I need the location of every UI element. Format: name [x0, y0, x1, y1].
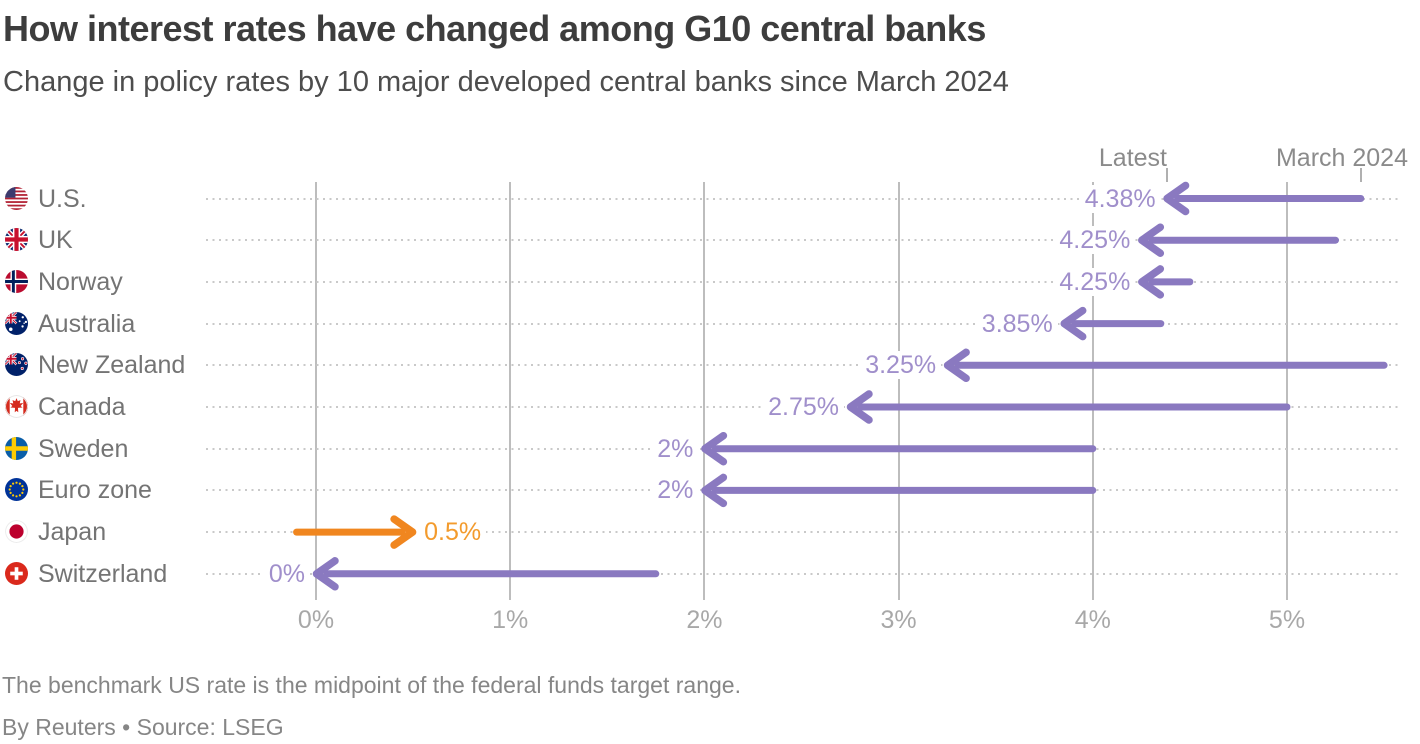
x-axis-tick-label: 5% — [1268, 606, 1306, 634]
latest-rate-label: 2% — [478, 434, 699, 463]
country-label-nz: New Zealand — [38, 351, 186, 380]
latest-rate-label: 4.25% — [915, 267, 1136, 296]
legend-latest-label: Latest — [1098, 144, 1167, 172]
gridline-2% — [703, 182, 706, 600]
row-leader-dots — [206, 531, 1398, 534]
country-label-us: U.S. — [38, 184, 87, 213]
row-leader-dots — [206, 489, 1398, 492]
country-label-no: Norway — [38, 267, 123, 296]
x-axis-tick-label: 4% — [1074, 606, 1111, 634]
gridline-4% — [1091, 182, 1094, 600]
chart-subtitle: Change in policy rates by 10 major devel… — [3, 66, 1009, 98]
gridline-0% — [315, 182, 317, 600]
jp-flag-icon — [5, 520, 28, 544]
au-flag-icon — [5, 311, 28, 335]
uk-flag-icon — [5, 228, 28, 252]
row-leader-dots — [206, 322, 1398, 325]
x-axis-tick-label: 0% — [297, 606, 335, 634]
gridline-5% — [1286, 182, 1288, 600]
country-label-eu: Euro zone — [38, 476, 152, 505]
row-leader-dots — [206, 447, 1398, 450]
country-label-au: Australia — [38, 309, 136, 338]
latest-rate-label: 0.5% — [419, 518, 639, 547]
legend-tick — [1165, 168, 1168, 182]
ch-flag-icon — [5, 561, 28, 585]
ca-flag-icon — [5, 395, 28, 418]
gridline-3% — [897, 182, 900, 600]
latest-rate-label: 2.75% — [624, 393, 844, 421]
row-leader-dots — [206, 239, 1398, 242]
latest-rate-label: 2% — [478, 476, 699, 505]
us-flag-icon — [5, 186, 28, 210]
nz-flag-icon — [5, 353, 28, 377]
gridline-1% — [509, 182, 512, 600]
latest-rate-label: 3.25% — [721, 351, 942, 380]
country-label-jp: Japan — [38, 518, 107, 547]
row-leader-dots — [206, 572, 1398, 575]
row-leader-dots — [206, 280, 1398, 283]
chart-footnote: The benchmark US rate is the midpoint of… — [2, 672, 741, 698]
se-flag-icon — [5, 436, 28, 460]
chart-byline: By Reuters • Source: LSEG — [2, 714, 284, 740]
x-axis-tick-label: 3% — [880, 606, 917, 634]
row-leader-dots — [206, 364, 1398, 367]
legend-tick — [1359, 168, 1362, 182]
latest-rate-label: 0% — [90, 559, 310, 588]
country-label-ch: Switzerland — [38, 559, 168, 588]
latest-rate-label: 3.85% — [838, 309, 1058, 338]
chart-title: How interest rates have changed among G1… — [3, 8, 986, 49]
no-flag-icon — [5, 269, 28, 293]
legend-march-2024-label: March 2024 — [1275, 144, 1408, 172]
row-leader-dots — [206, 197, 1398, 200]
x-axis-tick-label: 2% — [686, 606, 723, 634]
latest-rate-label: 4.38% — [941, 184, 1161, 213]
country-label-ca: Canada — [38, 393, 126, 421]
country-label-se: Sweden — [38, 434, 129, 463]
x-axis-tick-label: 1% — [492, 606, 529, 634]
country-label-uk: UK — [38, 226, 73, 255]
eu-flag-icon — [5, 478, 28, 502]
latest-rate-label: 4.25% — [915, 226, 1136, 255]
